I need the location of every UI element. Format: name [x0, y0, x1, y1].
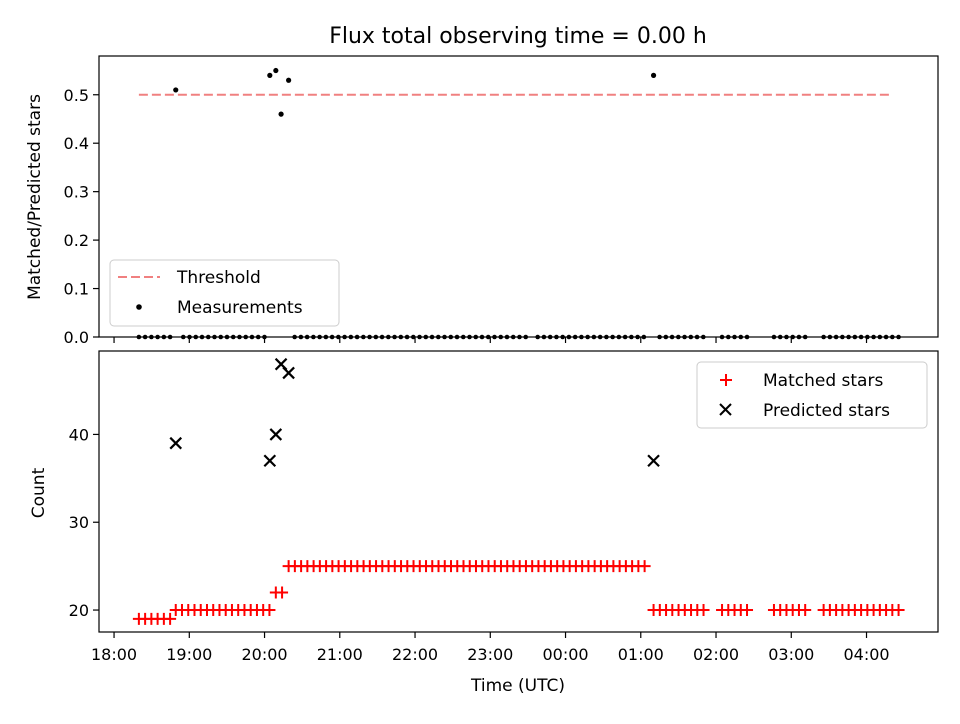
top-panel: Flux total observing time = 0.00 h 0.0 0.… — [25, 24, 939, 347]
measurement-point — [173, 87, 179, 93]
x-tick-label: 00:00 — [542, 645, 588, 664]
top-axes-frame — [98, 55, 939, 338]
x-tick-label: 01:00 — [618, 645, 664, 664]
matched-stars-point — [638, 560, 651, 573]
matched-stars-point — [799, 604, 812, 617]
legend-predicted-swatch — [719, 403, 732, 416]
x-tick-label: 19:00 — [166, 645, 212, 664]
predicted-stars-point — [282, 366, 295, 380]
bottom-panel: 20 30 40 18:00 19:00 20:00 21:00 22:00 23:00 00:… — [29, 337, 939, 696]
top-y-tick-label: 0.0 — [64, 328, 89, 347]
legend-threshold-label: Threshold — [176, 268, 261, 288]
measurement-point — [273, 67, 279, 74]
bottom-y-axis-label: Count — [29, 467, 49, 518]
top-y-tick-label: 0.1 — [64, 280, 89, 299]
legend-measurements-label: Measurements — [177, 298, 303, 318]
predicted-stars-point — [263, 454, 277, 468]
legend-matched-swatch — [720, 374, 732, 386]
legend-matched-label: Matched stars — [763, 371, 883, 391]
x-axis-label: Time (UTC) — [470, 676, 565, 696]
legend-predicted-label: Predicted stars — [763, 401, 890, 421]
top-y-tick-label: 0.2 — [64, 231, 89, 250]
legend-measurements-swatch — [136, 304, 142, 310]
bottom-y-tick-label: 20 — [69, 601, 89, 620]
x-tick-label: 03:00 — [768, 645, 814, 664]
chart-title: Flux total observing time = 0.00 h — [329, 24, 707, 49]
matched-stars-point — [276, 586, 289, 599]
top-y-axis-label: Matched/Predicted stars — [25, 94, 45, 300]
bottom-axes-frame — [98, 350, 939, 633]
x-tick-label: 18:00 — [91, 645, 137, 664]
x-tick-label: 22:00 — [392, 645, 438, 664]
bottom-y-tick-label: 30 — [69, 513, 89, 532]
matched-stars-point — [697, 604, 710, 617]
predicted-stars-point — [169, 436, 183, 450]
top-y-tick-label: 0.5 — [64, 86, 89, 105]
top-y-tick-label: 0.4 — [64, 134, 89, 153]
top-legend: Threshold Measurements — [109, 259, 340, 327]
measurement-point — [278, 111, 284, 117]
measurement-point — [267, 72, 273, 78]
matched-stars-point — [263, 604, 276, 617]
x-tick-label: 04:00 — [843, 645, 889, 664]
x-tick-label: 21:00 — [317, 645, 363, 664]
predicted-stars-point — [647, 454, 660, 468]
matched-stars-point — [164, 612, 177, 625]
matched-stars-point — [741, 604, 754, 617]
bottom-legend: Matched stars Predicted stars — [696, 361, 928, 429]
predicted-stars-point — [269, 428, 283, 441]
bottom-y-tick-label: 40 — [69, 425, 89, 444]
x-tick-label: 20:00 — [241, 645, 287, 664]
top-y-tick-label: 0.3 — [64, 183, 89, 202]
measurement-point — [286, 77, 292, 83]
x-tick-label: 02:00 — [693, 645, 739, 664]
matched-stars-point — [892, 604, 905, 617]
measurement-point — [650, 72, 657, 78]
x-tick-label: 23:00 — [467, 645, 513, 664]
